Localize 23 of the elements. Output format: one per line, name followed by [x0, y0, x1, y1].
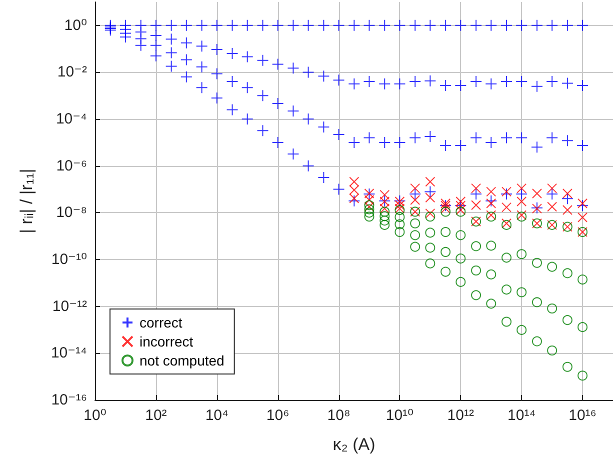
y-tick-label: 10⁻¹⁴ — [50, 344, 87, 362]
x-axis-title: κ₂ (A) — [332, 435, 376, 454]
x-tick-label: 10⁶ — [266, 407, 290, 424]
y-tick-label: 10⁰ — [64, 16, 87, 34]
y-tick-label: 10⁻¹⁰ — [51, 251, 87, 268]
y-tick-label: 10⁻⁶ — [56, 157, 87, 174]
x-tick-label: 10¹² — [447, 407, 474, 424]
x-tick-label: 10⁰ — [84, 407, 106, 424]
legend-label: correct — [140, 314, 182, 330]
x-tick-label: 10¹⁴ — [508, 407, 536, 424]
y-axis-title: | rᵢᵢ| / |r₁₁| — [17, 168, 36, 234]
legend-label: incorrect — [140, 334, 194, 350]
y-tick-label: 10⁻⁴ — [56, 110, 87, 128]
y-tick-label: 10⁻¹⁶ — [51, 392, 87, 408]
legend-label: not computed — [140, 352, 224, 368]
y-tick-label: 10⁻¹² — [52, 298, 88, 315]
y-tick-label: 10⁻⁸ — [56, 204, 87, 222]
x-tick-label: 10¹⁶ — [568, 407, 596, 424]
x-tick-label: 10¹⁰ — [386, 407, 414, 424]
y-tick-label: 10⁻² — [57, 64, 87, 81]
x-tick-label: 10⁴ — [205, 407, 228, 424]
x-tick-label: 10² — [145, 407, 167, 424]
x-tick-label: 10⁸ — [327, 407, 350, 424]
